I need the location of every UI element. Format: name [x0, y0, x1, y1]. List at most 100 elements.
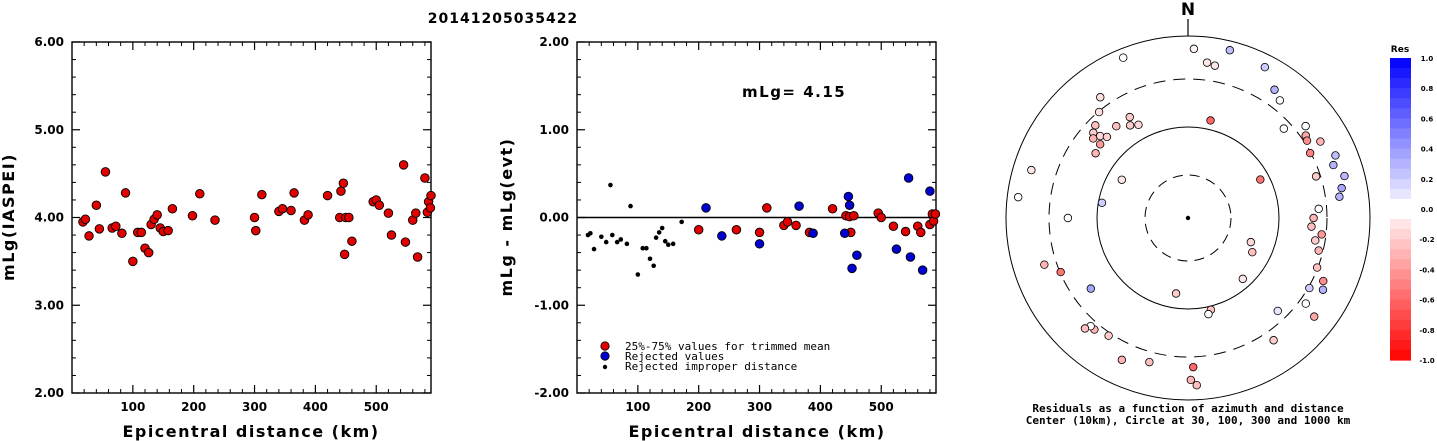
y-tick-label: 4.00: [34, 211, 64, 225]
colorbar-tick-label: 0.2: [1421, 176, 1434, 184]
rejected-distance-point: [618, 237, 624, 242]
x-tick-label: 100: [625, 400, 650, 414]
colorbar-cell: [1390, 289, 1411, 301]
rejected-distance-point: [640, 245, 646, 251]
station-marker: [1040, 260, 1049, 269]
station-marker: [1056, 267, 1065, 277]
colorbar-cell: [1390, 68, 1411, 79]
rejected-value-point: [925, 186, 935, 196]
station-marker: [1204, 309, 1213, 319]
colorbar-cell: [1390, 239, 1411, 250]
station-marker: [1318, 285, 1328, 294]
legend-black-marker: [602, 364, 608, 370]
colorbar-tick-label: -1.0: [1419, 357, 1434, 365]
y-tick-label: 0.00: [539, 211, 569, 225]
rejected-distance-point: [614, 239, 620, 245]
magnitude-point: [289, 188, 299, 198]
azimuth-panel: N Residuals as a function of azimuth and…: [1005, 0, 1371, 427]
y-tick-label: 3.00: [34, 298, 64, 312]
rejected-distance-point: [591, 246, 597, 252]
station-marker: [1145, 357, 1154, 367]
rejected-value-point: [808, 228, 818, 239]
magnitude-point: [398, 160, 409, 170]
colorbar-tick-label: 0.6: [1421, 115, 1434, 123]
map-caption-line2: Center (10km), Circle at 30, 100, 300 an…: [1026, 414, 1351, 427]
rejected-value-point: [754, 239, 765, 249]
magnitude-point: [257, 189, 267, 200]
station-marker: [1210, 61, 1220, 70]
trimmed-mean-point: [849, 210, 859, 221]
north-label: N: [1181, 0, 1195, 20]
station-marker: [1314, 204, 1323, 214]
station-marker: [1225, 46, 1235, 55]
colorbar-cell: [1390, 309, 1411, 321]
station-marker: [1310, 312, 1319, 321]
magnitude-point: [249, 212, 260, 223]
x-tick-label: 400: [808, 400, 833, 414]
magnitude-point: [143, 247, 154, 258]
trimmed-mean-point: [888, 221, 899, 232]
station-marker: [1063, 213, 1073, 223]
y-tick-label: -2.00: [534, 386, 569, 400]
station-marker: [1091, 149, 1100, 158]
rejected-value-point: [844, 200, 855, 210]
station-marker: [1189, 44, 1199, 54]
y-tick-label: -1.00: [534, 298, 569, 312]
trimmed-mean-point: [900, 226, 911, 237]
y-tick-label: 2.00: [34, 386, 64, 400]
station-marker: [1316, 137, 1325, 146]
map-caption-line1: Residuals as a function of azimuth and d…: [1032, 402, 1344, 415]
colorbar-cell: [1390, 138, 1411, 150]
magnitude-point: [117, 228, 127, 239]
colorbar-cell: [1390, 58, 1411, 69]
station-marker: [1238, 274, 1248, 284]
station-marker: [1125, 121, 1135, 130]
station-marker: [1102, 132, 1112, 142]
station-marker: [1314, 246, 1323, 255]
station-marker: [1329, 160, 1338, 170]
mlg-annotation: mLg= 4.15: [742, 83, 846, 101]
station-marker: [1246, 237, 1256, 247]
trimmed-mean-point: [762, 203, 772, 213]
station-marker: [1134, 120, 1143, 129]
colorbar-cell: [1390, 88, 1411, 99]
y-tick-label: 6.00: [34, 35, 64, 49]
station-marker: [1337, 183, 1346, 193]
colorbar-tick-label: 0.4: [1421, 146, 1434, 154]
station-marker: [1096, 93, 1105, 102]
trimmed-mean-point: [876, 212, 886, 223]
station-marker: [1335, 192, 1344, 201]
legend-blue-label: Rejected values: [625, 350, 724, 363]
magnitude-point: [94, 224, 105, 234]
station-marker: [1097, 198, 1107, 208]
legend-black-label: Rejected improper distance: [625, 360, 797, 373]
station-marker: [1331, 151, 1340, 160]
rejected-distance-point: [588, 230, 593, 236]
magnitude-panel: 100 200 300 400 500 2.00 3.00 4.00 5.00 6.00 Epic…: [0, 35, 436, 441]
colorbar-cell: [1390, 128, 1411, 140]
station-marker: [1256, 175, 1265, 184]
colorbar-cell: [1390, 209, 1411, 220]
legend-red-label: 25%-75% values for trimmed mean: [625, 340, 830, 353]
rejected-distance-point: [647, 256, 653, 262]
magnitude-point: [84, 231, 94, 241]
magnitude-point: [286, 205, 296, 216]
trimmed-mean-point: [754, 227, 765, 238]
trimmed-mean-point: [791, 220, 801, 231]
rejected-distance-point: [679, 219, 684, 225]
station-marker: [1319, 276, 1328, 286]
station-marker: [1086, 284, 1096, 293]
rejected-value-point: [794, 201, 804, 211]
station-marker: [1305, 148, 1315, 158]
colorbar-cell: [1390, 349, 1411, 361]
magnitude-point: [210, 215, 220, 225]
station-marker: [1117, 355, 1127, 365]
colorbar-cell: [1390, 168, 1411, 180]
magnitude-point: [167, 203, 178, 214]
x-tick-label: 300: [242, 400, 267, 414]
rejected-value-point: [852, 250, 862, 260]
station-marker: [1091, 121, 1100, 130]
x-tick-label: 300: [747, 400, 772, 414]
magnitude-point: [152, 210, 162, 220]
